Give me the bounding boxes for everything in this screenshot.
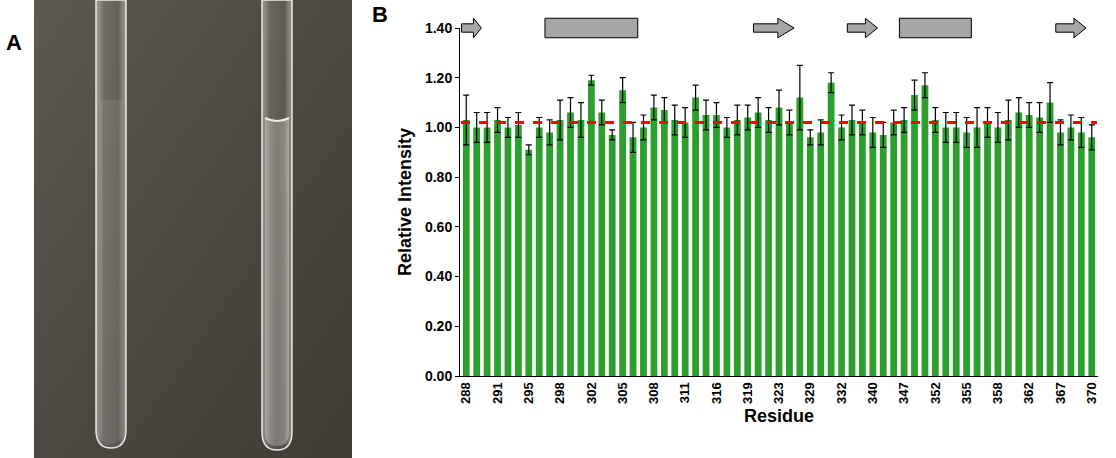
- svg-text:0.80: 0.80: [425, 169, 452, 185]
- svg-text:305: 305: [615, 382, 630, 404]
- svg-text:329: 329: [802, 382, 817, 404]
- svg-text:362: 362: [1021, 382, 1036, 404]
- svg-text:347: 347: [896, 382, 911, 404]
- svg-text:298: 298: [552, 382, 567, 404]
- svg-text:1.00: 1.00: [425, 119, 452, 135]
- svg-text:311: 311: [677, 382, 692, 403]
- svg-text:0.60: 0.60: [425, 219, 452, 235]
- svg-text:0.20: 0.20: [425, 318, 452, 334]
- svg-text:1.20: 1.20: [425, 70, 452, 86]
- html-text:A: A: [6, 30, 22, 55]
- svg-text:352: 352: [928, 382, 943, 404]
- svg-text:319: 319: [740, 382, 755, 404]
- svg-text:Residue: Residue: [744, 406, 814, 426]
- svg-text:308: 308: [646, 382, 661, 404]
- svg-text:0.40: 0.40: [425, 268, 452, 284]
- html-text:B: B: [372, 2, 388, 27]
- svg-text:0.00: 0.00: [425, 368, 452, 384]
- svg-text:291: 291: [490, 382, 505, 404]
- svg-text:355: 355: [959, 382, 974, 404]
- svg-text:1.40: 1.40: [425, 20, 452, 36]
- svg-text:Relative Intensity: Relative Intensity: [395, 128, 415, 276]
- svg-text:367: 367: [1053, 382, 1068, 404]
- svg-text:295: 295: [521, 382, 536, 404]
- svg-text:302: 302: [584, 382, 599, 404]
- svg-text:316: 316: [709, 382, 724, 404]
- svg-text:370: 370: [1084, 382, 1099, 404]
- svg-text:323: 323: [771, 382, 786, 404]
- svg-text:358: 358: [990, 382, 1005, 404]
- svg-text:288: 288: [458, 382, 473, 404]
- svg-text:340: 340: [865, 382, 880, 404]
- svg-text:332: 332: [834, 382, 849, 404]
